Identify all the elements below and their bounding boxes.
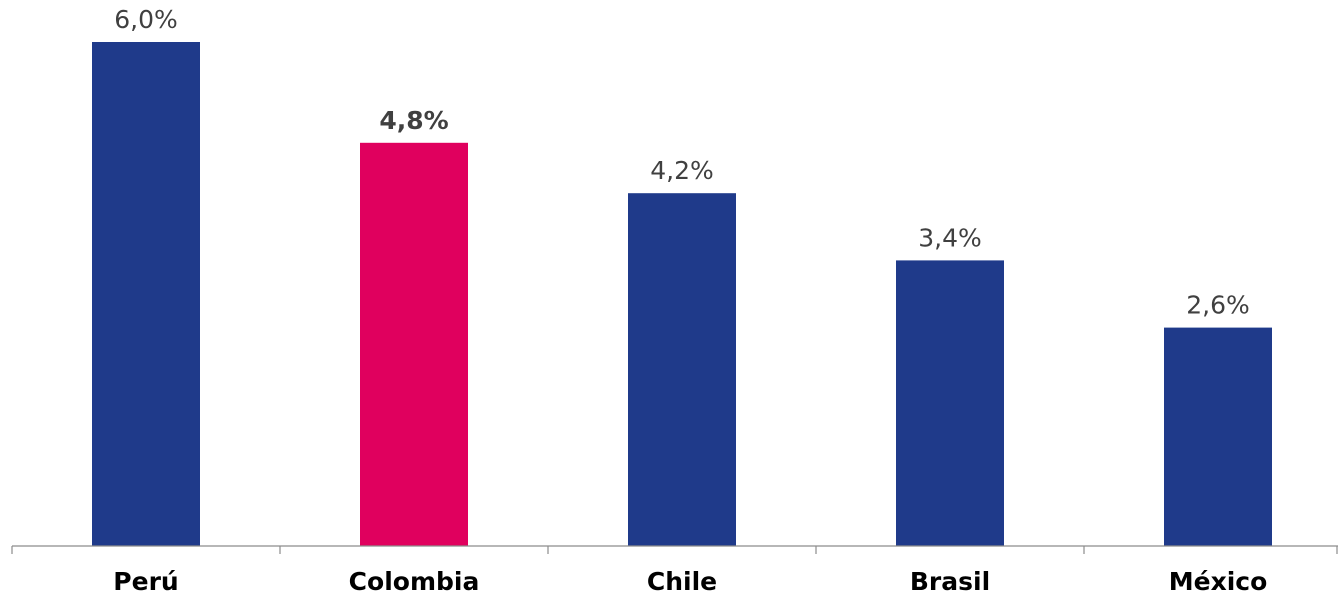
- bar-colombia: [360, 142, 468, 547]
- category-labels-group: Perú Colombia Chile Brasil México: [113, 567, 1267, 594]
- value-labels-group: 6,0% 4,8% 4,2% 3,4% 2,6%: [114, 5, 1250, 320]
- category-label-colombia: Colombia: [349, 567, 480, 594]
- value-label-peru: 6,0%: [114, 5, 178, 34]
- bar-brasil: [896, 260, 1004, 546]
- bar-peru: [92, 42, 200, 546]
- value-label-chile: 4,2%: [650, 156, 714, 185]
- category-label-peru: Perú: [113, 567, 178, 594]
- category-label-chile: Chile: [647, 567, 717, 594]
- category-label-brasil: Brasil: [910, 567, 990, 594]
- bar-chile: [628, 193, 736, 546]
- bars-group: [92, 42, 1272, 547]
- x-axis: [11, 545, 1338, 554]
- value-label-brasil: 3,4%: [918, 223, 982, 252]
- value-label-mexico: 2,6%: [1186, 291, 1250, 320]
- category-label-mexico: México: [1169, 567, 1268, 594]
- value-label-colombia: 4,8%: [379, 106, 448, 135]
- bar-mexico: [1164, 327, 1272, 546]
